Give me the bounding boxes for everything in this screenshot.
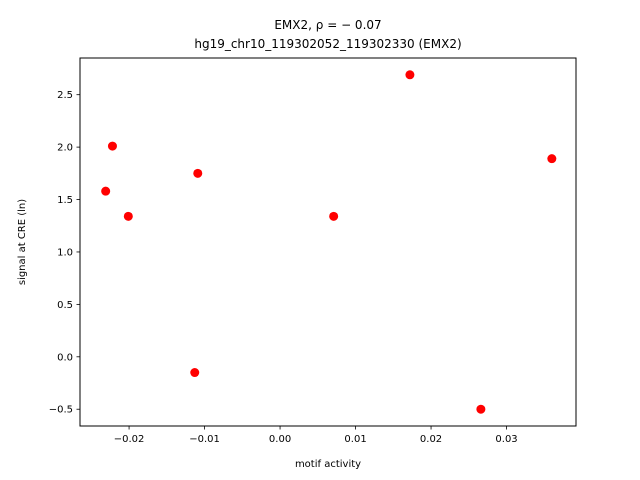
y-tick-label: 1.0	[57, 247, 73, 258]
plot-area	[79, 57, 577, 427]
data-point	[476, 404, 486, 414]
y-tick-label: 0.5	[57, 300, 73, 311]
data-point	[123, 211, 133, 221]
x-axis: −0.02 −0.01 0.00 0.01 0.02 0.03	[114, 426, 518, 445]
chart-title-line2: hg19_chr10_119302052_119302330 (EMX2)	[194, 37, 461, 51]
y-axis-label: signal at CRE (ln)	[17, 199, 28, 285]
x-tick-label: 0.03	[495, 434, 517, 445]
data-point	[101, 186, 111, 196]
x-tick-label: 0.00	[269, 434, 291, 445]
data-point	[329, 211, 339, 221]
data-point	[190, 368, 200, 378]
data-point	[405, 70, 415, 80]
y-axis: −0.5 0.0 0.5 1.0 1.5 2.0 2.5	[49, 90, 80, 416]
y-tick-label: 0.0	[57, 352, 73, 363]
data-point	[107, 141, 117, 151]
x-tick-label: 0.02	[420, 434, 442, 445]
y-tick-label: −0.5	[49, 405, 73, 416]
y-tick-label: 2.5	[57, 90, 73, 101]
data-point	[547, 154, 557, 164]
x-axis-label: motif activity	[295, 459, 361, 470]
y-tick-label: 2.0	[57, 143, 73, 154]
x-tick-label: −0.01	[189, 434, 220, 445]
x-tick-label: −0.02	[114, 434, 145, 445]
x-tick-label: 0.01	[344, 434, 366, 445]
y-tick-label: 1.5	[57, 195, 73, 206]
data-points	[101, 70, 557, 414]
chart-title-line1: EMX2, ρ = − 0.07	[274, 18, 381, 32]
data-point	[193, 168, 203, 178]
